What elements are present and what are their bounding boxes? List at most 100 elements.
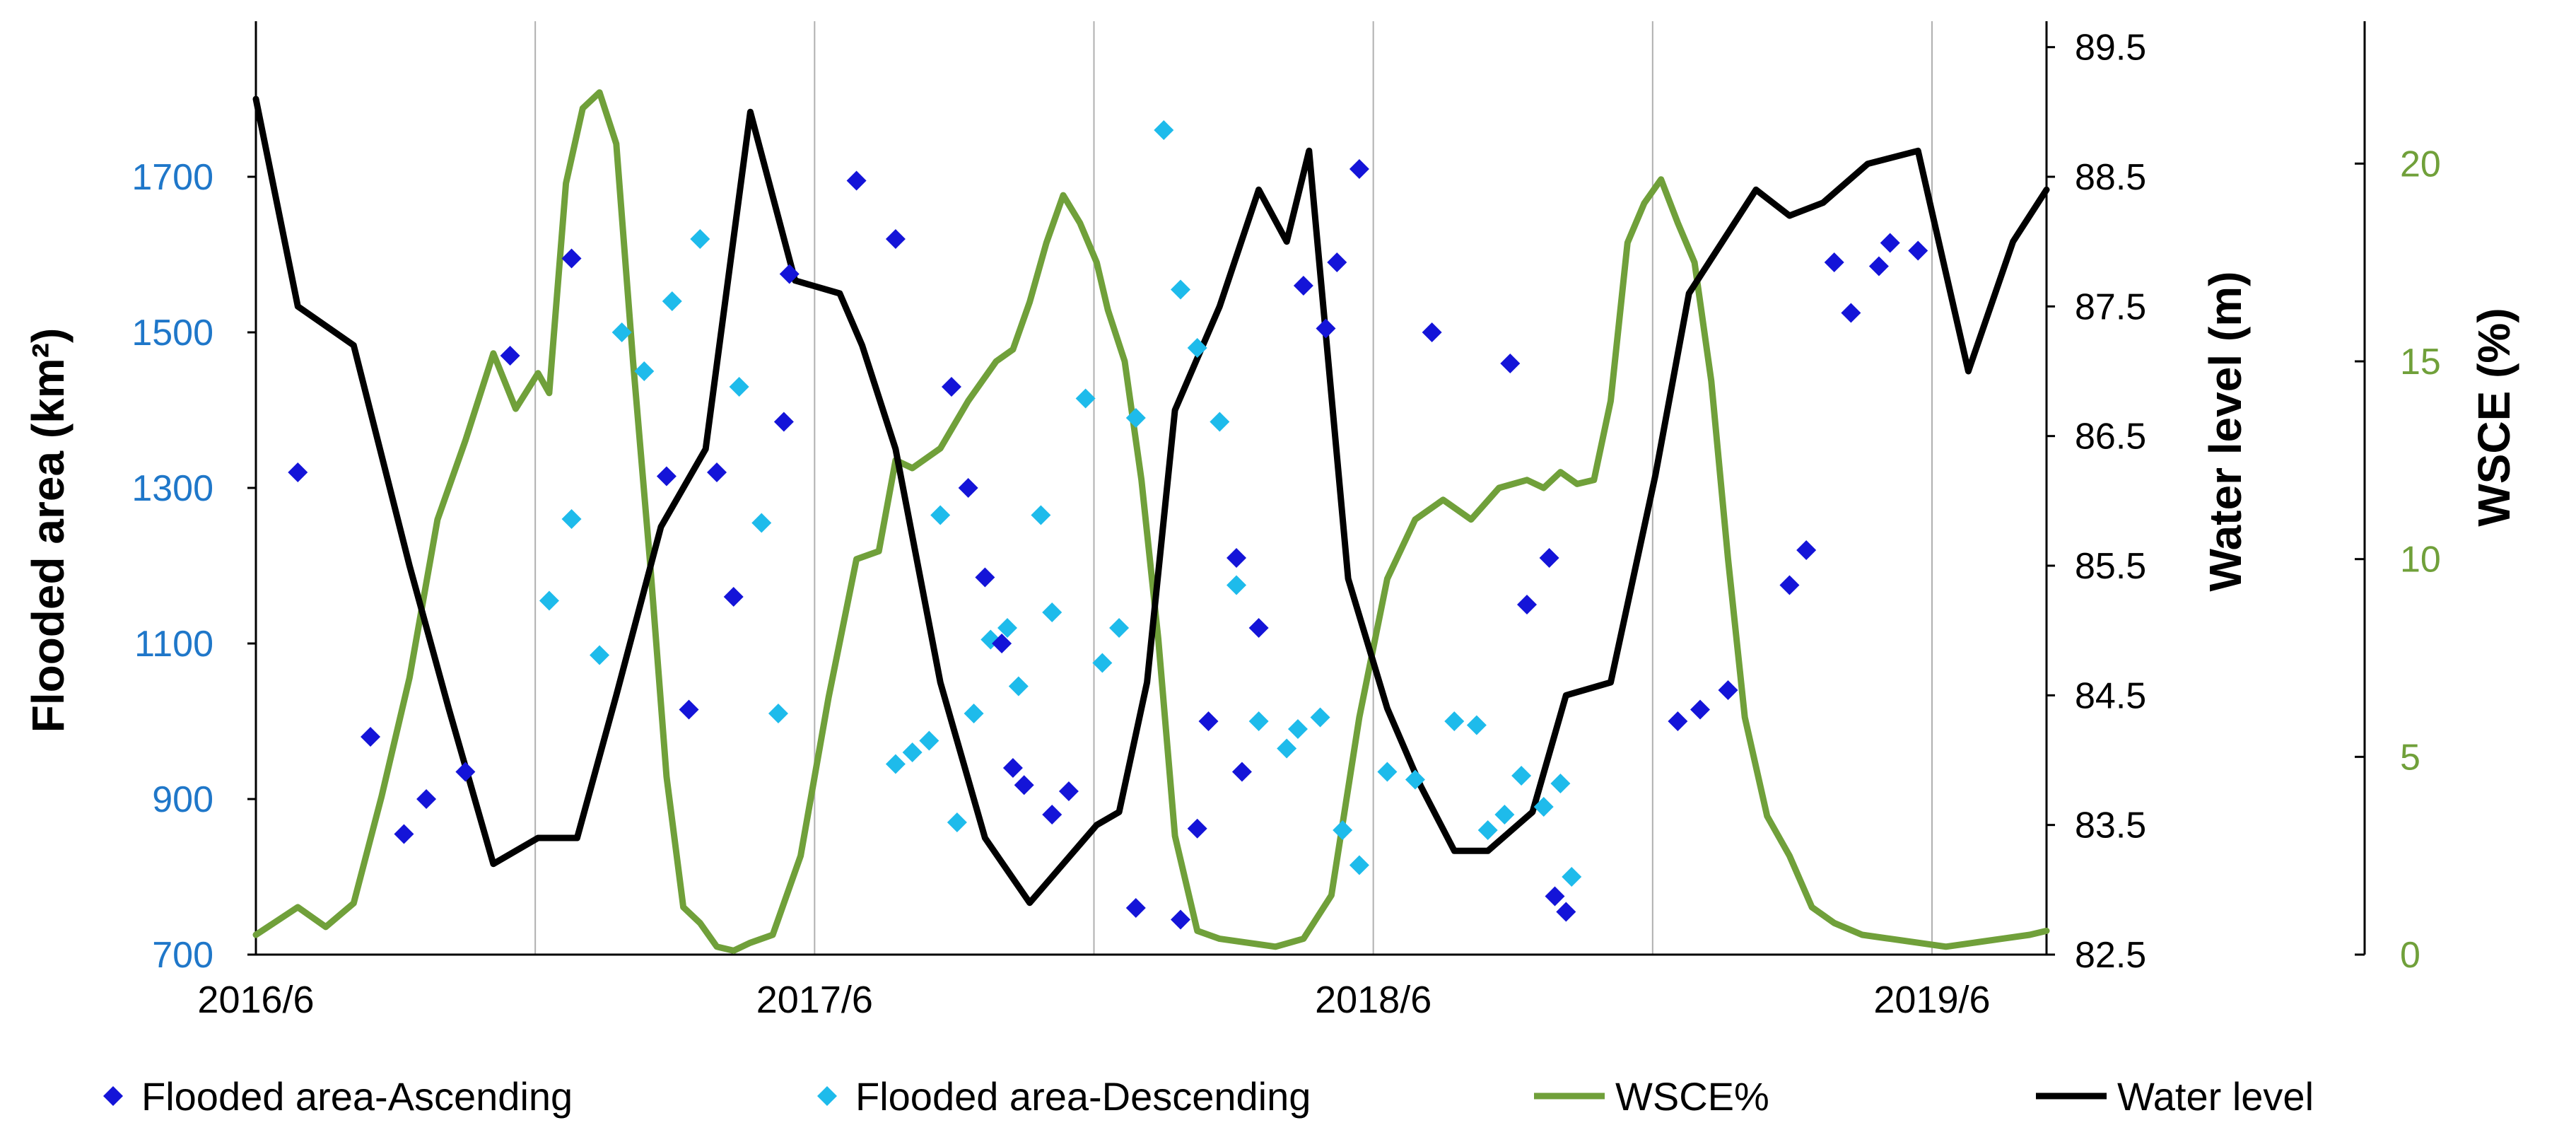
data-point — [919, 730, 939, 751]
wsce-series — [252, 89, 2050, 954]
vertical-gridlines — [255, 21, 1933, 955]
data-point — [1075, 388, 1096, 409]
tick-labels: 700 900 1100 1300 1500 1700 82.5 83.5 84.5 85.5 86… — [131, 28, 2441, 1021]
data-point — [662, 291, 682, 311]
data-point — [846, 170, 867, 191]
data-point — [394, 824, 414, 844]
data-point — [1014, 775, 1034, 796]
data-point — [1277, 738, 1297, 759]
data-point — [1500, 354, 1521, 373]
left-tick-label: 1500 — [131, 313, 213, 354]
data-point — [1210, 412, 1230, 432]
data-point — [1248, 711, 1269, 731]
middle-axis-title: Water level (m) — [2200, 272, 2251, 592]
data-point — [611, 322, 632, 342]
axes — [247, 21, 2366, 956]
data-point — [1494, 805, 1515, 825]
data-point — [416, 789, 437, 809]
data-point — [1908, 240, 1928, 261]
data-point — [1008, 676, 1029, 697]
data-point — [690, 229, 710, 249]
legend-marker — [817, 1086, 837, 1106]
data-point — [1444, 711, 1465, 731]
data-point — [1170, 279, 1190, 300]
legend-label: Flooded area-Descending — [855, 1074, 1311, 1119]
data-point — [1248, 618, 1269, 638]
data-point — [1042, 805, 1062, 825]
left-tick-label: 1700 — [131, 157, 213, 198]
data-point — [751, 513, 772, 533]
x-tick-label: 2017/6 — [756, 979, 873, 1021]
data-point — [941, 377, 961, 397]
data-point — [958, 478, 978, 498]
data-point — [947, 812, 967, 832]
middle-tick-label: 84.5 — [2075, 675, 2146, 716]
right-tick-label: 5 — [2400, 737, 2420, 778]
data-point — [1824, 252, 1844, 272]
middle-tick-label: 83.5 — [2075, 805, 2146, 846]
data-point — [1287, 719, 1308, 739]
data-point — [1187, 338, 1207, 358]
middle-tick-label: 86.5 — [2075, 416, 2146, 458]
legend-marker — [103, 1086, 123, 1106]
data-point — [1556, 902, 1576, 922]
data-point — [1868, 256, 1889, 276]
data-point — [1310, 707, 1330, 728]
legend: Flooded area-Ascending Flooded area-Desce… — [103, 1074, 2314, 1119]
middle-tick-label: 82.5 — [2075, 935, 2146, 976]
x-tick-label: 2016/6 — [197, 979, 314, 1021]
right-tick-label: 10 — [2400, 540, 2441, 581]
data-point — [1477, 820, 1498, 840]
data-point — [1422, 322, 1442, 342]
data-point — [1031, 505, 1051, 525]
left-tick-label: 700 — [152, 935, 213, 976]
data-point — [1327, 252, 1347, 272]
legend-label: Water level — [2117, 1074, 2314, 1119]
right-tick-label: 15 — [2400, 342, 2441, 383]
data-point — [707, 462, 727, 482]
data-point — [773, 412, 794, 432]
data-point — [1690, 699, 1710, 720]
x-tick-label: 2019/6 — [1873, 979, 1990, 1021]
data-point — [1562, 867, 1582, 887]
data-point — [768, 704, 788, 723]
data-point — [729, 377, 749, 397]
left-tick-label: 1300 — [131, 468, 213, 509]
data-point — [964, 704, 984, 723]
data-point — [1198, 711, 1219, 731]
data-point — [1187, 818, 1207, 839]
data-point — [1466, 715, 1487, 735]
data-point — [1226, 548, 1247, 568]
data-point — [1092, 653, 1113, 673]
left-tick-label: 900 — [152, 779, 213, 820]
legend-label: Flooded area-Ascending — [141, 1074, 573, 1119]
data-point — [1539, 548, 1559, 568]
data-point — [1779, 575, 1800, 595]
data-point — [1316, 318, 1336, 339]
data-point — [1002, 758, 1023, 778]
data-point — [1511, 766, 1532, 786]
data-point — [975, 567, 995, 588]
data-point — [1333, 820, 1353, 840]
data-point — [1109, 618, 1130, 638]
data-point — [539, 590, 559, 611]
x-tick-label: 2018/6 — [1315, 979, 1432, 1021]
right-tick-label: 20 — [2400, 144, 2441, 185]
data-point — [1377, 762, 1398, 782]
data-point — [1231, 762, 1252, 782]
data-point — [590, 645, 610, 665]
right-axis-title: WSCE (%) — [2469, 308, 2519, 526]
data-point — [885, 754, 906, 774]
middle-tick-label: 89.5 — [2075, 28, 2146, 69]
data-point — [1125, 408, 1146, 428]
data-point — [1550, 774, 1571, 793]
data-point — [1545, 886, 1565, 907]
data-point — [561, 509, 582, 529]
data-point — [455, 762, 476, 782]
data-point — [992, 634, 1012, 653]
series-line — [252, 95, 2050, 907]
left-axis-title: Flooded area (km²) — [23, 328, 74, 733]
data-point — [1533, 797, 1554, 817]
